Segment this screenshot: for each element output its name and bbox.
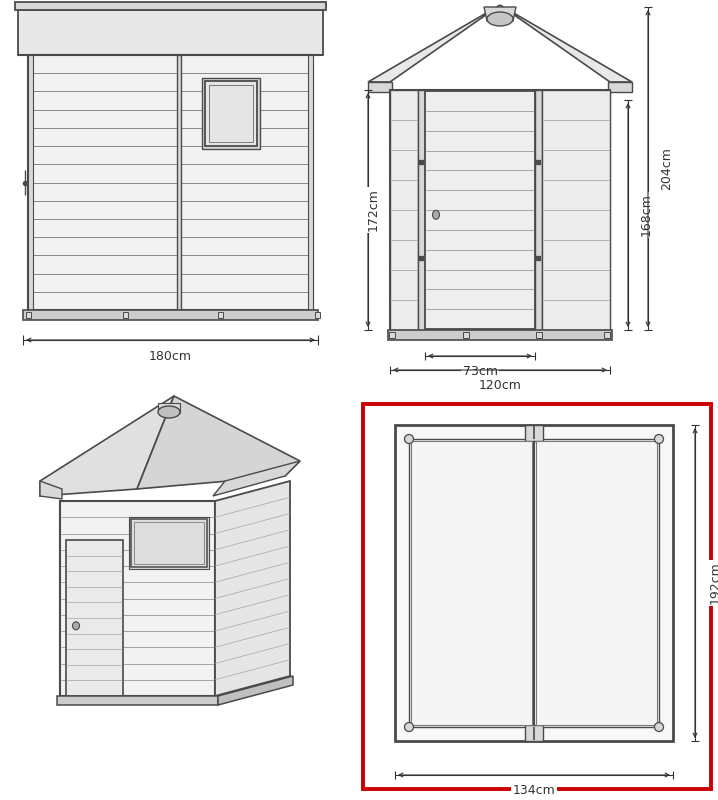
Bar — [29, 100, 312, 109]
Polygon shape — [500, 5, 632, 82]
Bar — [26, 312, 31, 318]
Bar — [604, 332, 610, 338]
Text: 73cm: 73cm — [462, 365, 498, 378]
Bar — [363, 404, 711, 789]
Bar — [542, 90, 610, 330]
Bar — [409, 439, 659, 727]
Polygon shape — [137, 396, 300, 489]
Bar — [158, 403, 180, 413]
Bar — [315, 312, 320, 318]
Ellipse shape — [487, 12, 513, 26]
Bar — [525, 725, 543, 741]
Bar — [131, 519, 207, 567]
Bar — [18, 10, 323, 55]
Bar — [525, 425, 543, 441]
Bar — [418, 90, 425, 330]
Bar — [29, 282, 312, 291]
Ellipse shape — [73, 622, 80, 630]
Ellipse shape — [404, 722, 414, 731]
Text: 172cm: 172cm — [367, 189, 380, 231]
Bar — [29, 227, 312, 237]
Bar — [29, 300, 312, 310]
Bar — [308, 55, 313, 310]
Polygon shape — [218, 676, 293, 705]
Bar — [29, 82, 312, 91]
Bar — [15, 2, 326, 10]
Bar — [463, 332, 469, 338]
Bar — [390, 90, 418, 330]
Bar — [536, 441, 657, 725]
Bar — [66, 540, 123, 696]
Bar — [425, 91, 535, 329]
Polygon shape — [60, 501, 215, 696]
Bar — [205, 81, 257, 146]
Bar — [29, 63, 312, 73]
Bar — [390, 90, 610, 330]
Text: 192cm: 192cm — [709, 562, 718, 604]
Bar — [177, 55, 181, 310]
Polygon shape — [368, 5, 500, 82]
Text: 204cm: 204cm — [660, 147, 673, 190]
Polygon shape — [213, 461, 300, 496]
Bar — [411, 441, 532, 725]
Polygon shape — [608, 82, 632, 92]
Text: 168cm: 168cm — [640, 194, 653, 237]
Text: 134cm: 134cm — [513, 784, 556, 797]
Bar — [29, 190, 312, 200]
Ellipse shape — [404, 434, 414, 443]
Bar — [134, 522, 204, 564]
Polygon shape — [40, 481, 62, 499]
Bar — [29, 209, 312, 218]
Bar — [23, 310, 318, 320]
Bar — [389, 332, 395, 338]
Polygon shape — [215, 481, 290, 696]
Ellipse shape — [432, 210, 439, 219]
Bar — [202, 78, 260, 149]
Text: 180cm: 180cm — [149, 350, 192, 363]
Bar — [536, 332, 542, 338]
Text: 120cm: 120cm — [479, 379, 521, 392]
Bar — [395, 425, 673, 741]
Polygon shape — [484, 7, 516, 21]
Ellipse shape — [655, 434, 663, 443]
Ellipse shape — [655, 722, 663, 731]
Bar — [29, 246, 312, 255]
Bar — [218, 312, 223, 318]
Bar — [123, 312, 128, 318]
Bar — [29, 173, 312, 182]
Bar — [28, 55, 33, 310]
Polygon shape — [40, 396, 174, 496]
Bar — [29, 263, 312, 273]
Bar — [29, 136, 312, 146]
Bar — [28, 55, 313, 310]
Bar — [388, 330, 612, 340]
Ellipse shape — [158, 406, 180, 418]
Polygon shape — [368, 82, 392, 92]
Bar — [57, 696, 218, 705]
Bar — [129, 517, 209, 569]
Bar — [29, 154, 312, 164]
Bar — [535, 90, 542, 330]
Bar — [29, 118, 312, 127]
Bar — [209, 85, 253, 142]
